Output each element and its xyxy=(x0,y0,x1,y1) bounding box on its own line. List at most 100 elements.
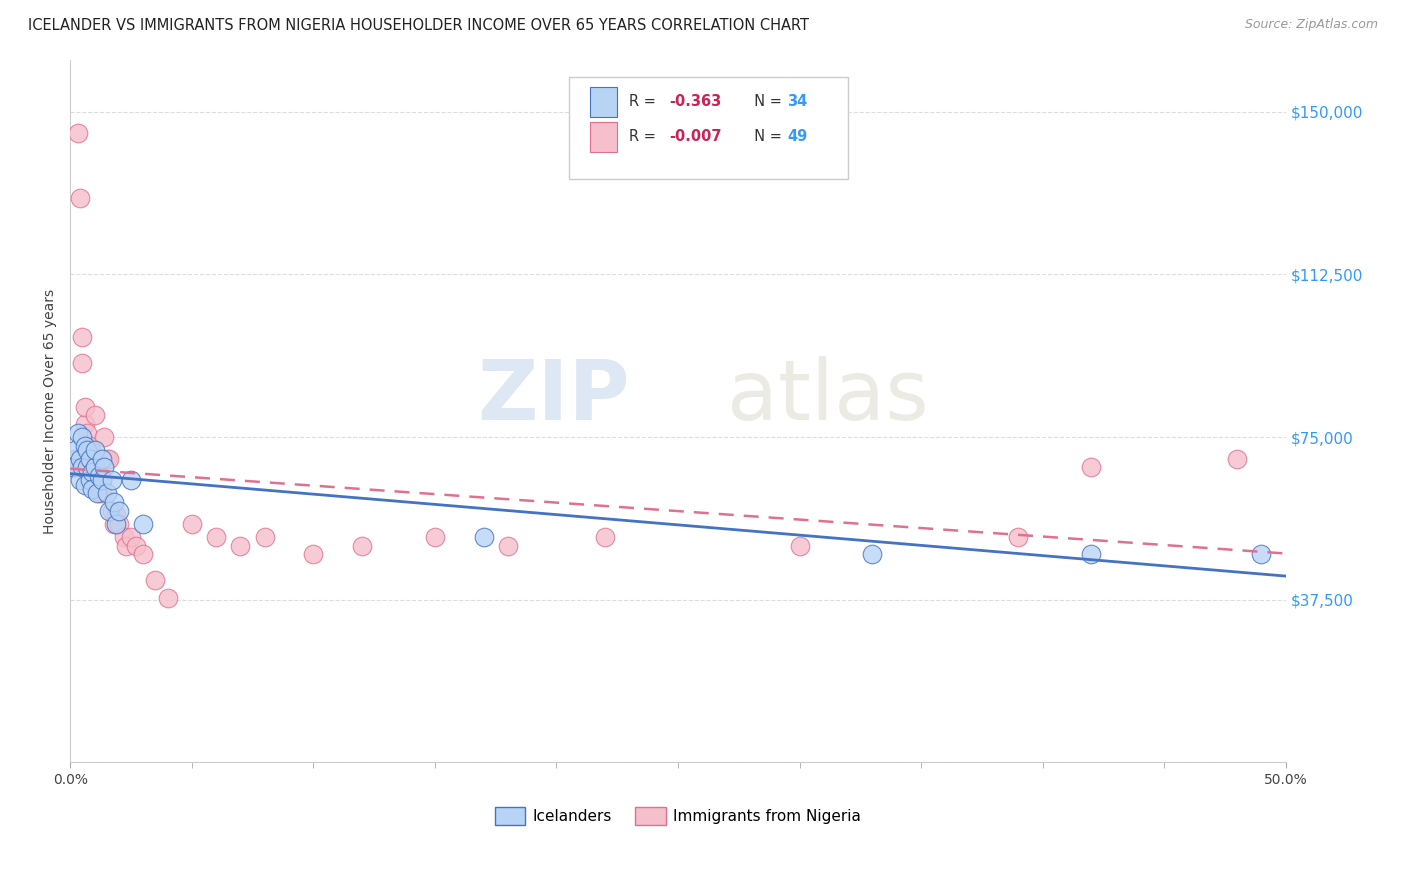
Point xyxy=(789,539,811,553)
Point xyxy=(86,482,108,496)
Point xyxy=(79,439,101,453)
Point xyxy=(66,127,89,141)
Point xyxy=(73,439,96,453)
Point xyxy=(120,530,142,544)
Point xyxy=(86,460,108,475)
Text: -0.007: -0.007 xyxy=(669,129,721,145)
Point xyxy=(66,425,89,440)
Point xyxy=(62,460,84,475)
Point xyxy=(93,430,115,444)
Point xyxy=(90,486,112,500)
Point xyxy=(105,516,128,531)
Point xyxy=(96,451,118,466)
Point xyxy=(76,443,98,458)
Point xyxy=(105,508,128,523)
Point xyxy=(83,443,105,458)
Point xyxy=(593,530,616,544)
Point xyxy=(103,516,125,531)
Point xyxy=(90,474,112,488)
Text: N =: N = xyxy=(745,129,786,145)
Point xyxy=(76,460,98,475)
Text: -0.363: -0.363 xyxy=(669,95,721,110)
Point xyxy=(72,460,94,475)
Point xyxy=(69,191,91,205)
Point xyxy=(302,547,325,561)
Point xyxy=(100,504,122,518)
Text: Source: ZipAtlas.com: Source: ZipAtlas.com xyxy=(1244,18,1378,31)
Point xyxy=(132,547,155,561)
Point xyxy=(103,495,125,509)
Point xyxy=(100,474,122,488)
Point xyxy=(1080,460,1102,475)
Point xyxy=(145,573,167,587)
Point xyxy=(73,400,96,414)
Point xyxy=(76,460,98,475)
Point xyxy=(86,486,108,500)
Point xyxy=(82,474,104,488)
Point xyxy=(72,356,94,370)
Text: ZIP: ZIP xyxy=(477,357,630,437)
FancyBboxPatch shape xyxy=(568,78,848,179)
Point xyxy=(79,451,101,466)
Point xyxy=(89,460,111,475)
Point xyxy=(69,474,91,488)
Point xyxy=(229,539,252,553)
Point xyxy=(72,330,94,344)
Point xyxy=(1250,547,1272,561)
Legend: Icelanders, Immigrants from Nigeria: Icelanders, Immigrants from Nigeria xyxy=(495,807,862,825)
Point xyxy=(63,443,86,458)
Point xyxy=(82,460,104,475)
Y-axis label: Householder Income Over 65 years: Householder Income Over 65 years xyxy=(44,288,58,533)
Point xyxy=(350,539,373,553)
Point xyxy=(62,460,84,475)
Point xyxy=(112,530,135,544)
Point xyxy=(69,451,91,466)
Text: 49: 49 xyxy=(787,129,807,145)
Point xyxy=(73,417,96,431)
FancyBboxPatch shape xyxy=(591,87,617,117)
Point xyxy=(90,474,112,488)
Point xyxy=(1007,530,1029,544)
Point xyxy=(73,477,96,491)
Point xyxy=(1226,451,1249,466)
Point xyxy=(156,591,179,605)
Point xyxy=(82,482,104,496)
Point xyxy=(98,504,121,518)
Text: ICELANDER VS IMMIGRANTS FROM NIGERIA HOUSEHOLDER INCOME OVER 65 YEARS CORRELATIO: ICELANDER VS IMMIGRANTS FROM NIGERIA HOU… xyxy=(28,18,808,33)
Point xyxy=(125,539,148,553)
Point xyxy=(79,443,101,458)
Point xyxy=(83,409,105,423)
Point xyxy=(115,539,138,553)
Point xyxy=(63,451,86,466)
Point xyxy=(72,430,94,444)
Point xyxy=(76,425,98,440)
Point xyxy=(89,486,111,500)
Text: R =: R = xyxy=(630,95,661,110)
Text: N =: N = xyxy=(745,95,786,110)
Point xyxy=(862,547,884,561)
Point xyxy=(108,504,131,518)
Point xyxy=(120,474,142,488)
Text: 34: 34 xyxy=(787,95,807,110)
Point xyxy=(89,469,111,483)
Point xyxy=(472,530,495,544)
Point xyxy=(93,460,115,475)
Point xyxy=(496,539,519,553)
Point xyxy=(180,516,202,531)
Point xyxy=(108,516,131,531)
Point xyxy=(205,530,228,544)
Text: R =: R = xyxy=(630,129,661,145)
Point xyxy=(132,516,155,531)
Point xyxy=(83,451,105,466)
Text: atlas: atlas xyxy=(727,357,928,437)
Point xyxy=(82,465,104,479)
Point xyxy=(83,460,105,475)
FancyBboxPatch shape xyxy=(591,122,617,152)
Point xyxy=(90,451,112,466)
Point xyxy=(253,530,276,544)
Point xyxy=(98,451,121,466)
Point xyxy=(1080,547,1102,561)
Point xyxy=(79,474,101,488)
Point xyxy=(96,486,118,500)
Point xyxy=(423,530,446,544)
